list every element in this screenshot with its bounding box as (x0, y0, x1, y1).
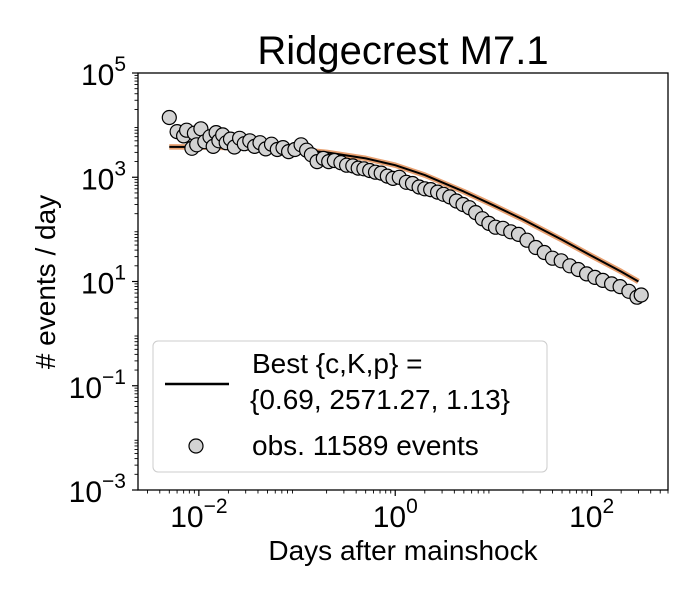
legend: Best {c,K,p} = {0.69, 2571.27, 1.13} obs… (152, 340, 548, 473)
legend-obs-label: obs. 11589 events (252, 430, 479, 461)
legend-marker-swatch (188, 438, 204, 454)
data-point (161, 109, 177, 126)
x-tick-label: 10−2 (170, 495, 227, 534)
y-tick-label: 10−1 (69, 366, 126, 405)
legend-box (152, 340, 548, 473)
x-tick-label: 102 (569, 495, 614, 534)
data-point (633, 287, 649, 303)
legend-fit-label-line2: {0.69, 2571.27, 1.13} (250, 384, 510, 415)
y-tick-label: 101 (81, 262, 126, 301)
y-axis-label: # events / day (30, 195, 61, 369)
x-tick-label: 100 (373, 495, 418, 534)
legend-fit-label-line1: Best {c,K,p} = (252, 348, 422, 379)
y-tick-label: 105 (81, 53, 126, 92)
chart-title: Ridgecrest M7.1 (257, 29, 548, 73)
x-axis-label: Days after mainshock (268, 535, 538, 566)
y-tick-label: 10−3 (69, 470, 126, 509)
y-tick-label: 103 (81, 157, 126, 196)
x-axis: 10−2 100 102 (147, 490, 669, 534)
y-axis: 10−3 10−1 101 103 105 (69, 53, 138, 509)
observation-points (161, 109, 649, 305)
